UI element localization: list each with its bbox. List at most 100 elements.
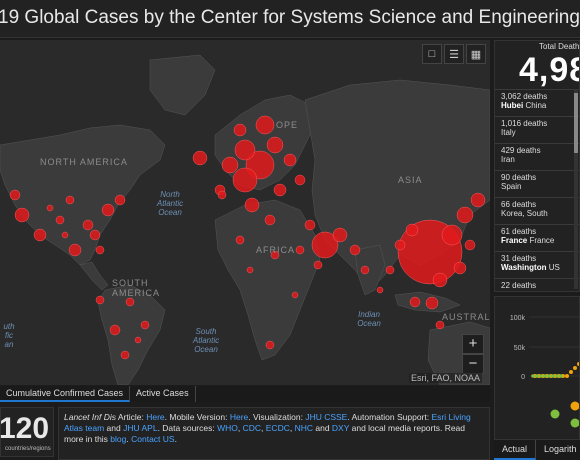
list-icon[interactable]: ☰ [444, 44, 464, 64]
info-text: . Mobile Version: [164, 412, 230, 422]
contact-link[interactable]: Contact US [131, 434, 175, 444]
bubble [453, 261, 467, 275]
deaths-scrollbar[interactable] [574, 89, 578, 289]
chart-point [573, 366, 577, 370]
bubble [456, 206, 474, 224]
death-location-place: Spain [501, 182, 522, 191]
bubble [425, 296, 439, 310]
bubble [313, 260, 323, 270]
death-location-place: Iran [501, 155, 515, 164]
chart-panel: 100k 50k 0 [494, 296, 580, 440]
chart-y-tick-label: 50k [514, 345, 526, 352]
info-text: . Automation Support: [347, 412, 432, 422]
esri-link[interactable]: Esri Living Atlas team [64, 412, 471, 433]
dxy-link[interactable]: DXY [331, 423, 350, 433]
map-toolbar: □ ☰ ▦ [422, 44, 486, 64]
death-location-place: Italy [501, 128, 516, 137]
info-text: , [289, 423, 295, 433]
bubble [470, 192, 486, 208]
bubble [140, 320, 150, 330]
tab-actual[interactable]: Actual [494, 440, 537, 460]
world-map[interactable] [0, 40, 490, 385]
bubble [9, 189, 21, 201]
cases-chart: 100k 50k 0 [510, 315, 579, 428]
jhu-apl-link[interactable]: JHU APL [123, 423, 158, 433]
death-location-place: China [523, 101, 547, 110]
bubble [192, 150, 208, 166]
chart-point [535, 374, 539, 378]
info-text: , [261, 423, 266, 433]
label-europe: OPE [276, 120, 299, 130]
info-text: and local media reports. Read more in th… [64, 423, 466, 444]
bubble [55, 215, 65, 225]
bubble [255, 115, 275, 135]
death-list-item[interactable]: 22 deaths [495, 278, 579, 291]
bubble [82, 219, 94, 231]
bubble [376, 286, 384, 294]
bubble [295, 245, 305, 255]
blog-link[interactable]: blog [110, 434, 127, 444]
chart-legend-marker [550, 409, 560, 419]
bubble [294, 174, 306, 186]
bubble [409, 296, 421, 308]
bubble [360, 265, 370, 275]
deaths-scroll-thumb[interactable] [574, 93, 578, 153]
bookmark-icon[interactable]: □ [422, 44, 442, 64]
article-link[interactable]: Here [146, 412, 165, 422]
landmass-greenland [149, 54, 216, 116]
info-text: , [237, 423, 243, 433]
death-list-item[interactable]: 429 deaths Iran [495, 143, 579, 170]
nhc-link[interactable]: NHC [294, 423, 314, 433]
map-panel[interactable]: NORTH AMERICA OPE AFRICA ASIA SOUTH AMER… [0, 40, 490, 385]
bubble [394, 239, 406, 251]
page-title: 19 Global Cases by the Center for System… [0, 7, 580, 28]
death-list-item[interactable]: 1,016 deaths Italy [495, 116, 579, 143]
death-list-item[interactable]: 31 deaths Washington US [495, 251, 579, 278]
death-list-item[interactable]: 66 deaths Korea, South [495, 197, 579, 224]
ecdc-link[interactable]: ECDC [265, 423, 290, 433]
chart-legend-marker [570, 401, 579, 411]
death-count: 61 deaths [501, 227, 537, 236]
death-count: 66 deaths [501, 200, 537, 209]
bubble [89, 229, 101, 241]
info-text: . [126, 434, 132, 444]
chart-point [543, 374, 547, 378]
label-africa: AFRICA [256, 245, 296, 255]
death-list-item[interactable]: 61 deaths France France [495, 224, 579, 251]
chart-point [569, 370, 573, 374]
zoom-in-button[interactable]: + [462, 334, 484, 354]
tab-logarithmic[interactable]: Logarith [536, 440, 580, 460]
bubble [33, 228, 47, 242]
death-count: 22 deaths [501, 281, 537, 290]
death-location-bold: France [501, 236, 528, 245]
death-location-place: France [527, 236, 555, 245]
death-count: 90 deaths [501, 173, 537, 182]
landmass-central-america [79, 261, 109, 291]
jhu-csse-link[interactable]: JHU CSSE [305, 412, 348, 422]
death-list-item[interactable]: 3,062 deaths Hubei China [495, 89, 579, 116]
death-location-place: Korea, South [501, 209, 548, 218]
death-location: France France [501, 236, 575, 245]
bubble [266, 136, 284, 154]
who-link[interactable]: WHO [217, 423, 238, 433]
cdc-link[interactable]: CDC [242, 423, 262, 433]
death-list-item[interactable]: 90 deaths Spain [495, 170, 579, 197]
bubble [349, 244, 361, 256]
death-location: Italy [501, 128, 575, 137]
country-count-panel: 120 countries/regions [0, 407, 54, 457]
chart-point [555, 374, 559, 378]
landmass-india [354, 244, 386, 296]
bubble [304, 219, 316, 231]
bubble [332, 227, 348, 243]
tab-cumulative-cases[interactable]: Cumulative Confirmed Cases [0, 386, 131, 402]
bubble-iran [311, 231, 339, 259]
label-asia: ASIA [398, 175, 423, 185]
grid-icon[interactable]: ▦ [466, 44, 486, 64]
zoom-out-button[interactable]: − [462, 354, 484, 374]
mobile-link[interactable]: Here [229, 412, 249, 422]
bubble [109, 324, 121, 336]
deaths-list[interactable]: 3,062 deaths Hubei China 1,016 deaths Italy… [495, 89, 579, 291]
tab-active-cases[interactable]: Active Cases [130, 386, 196, 402]
death-count: 3,062 deaths [501, 92, 548, 101]
chart-point [565, 374, 569, 378]
